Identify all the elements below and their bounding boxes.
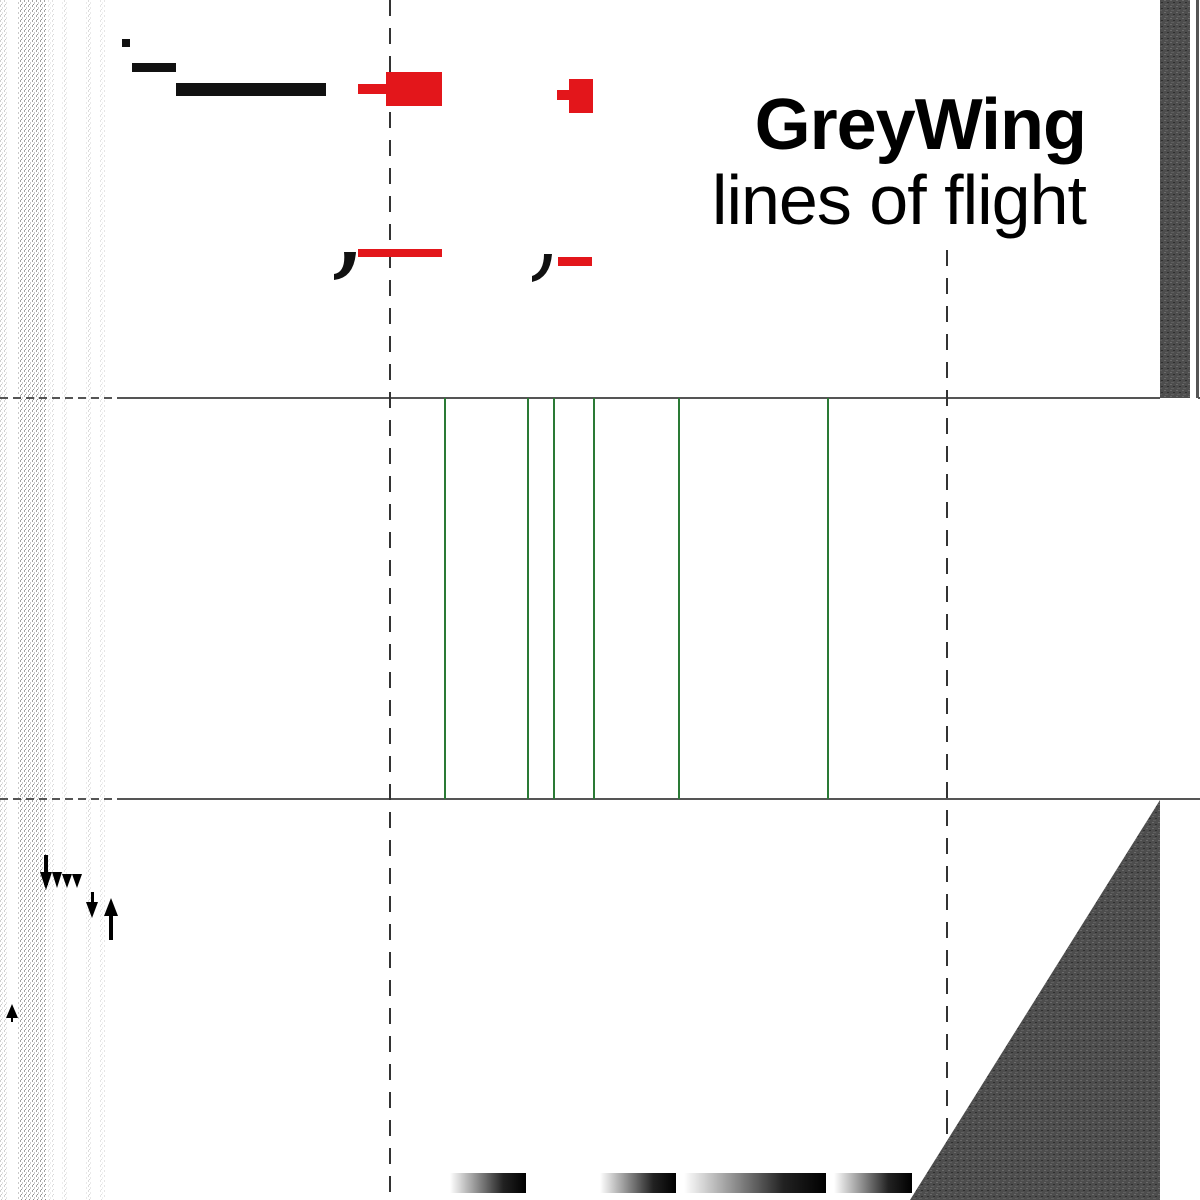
title-block: GreyWing lines of flight: [711, 85, 1087, 239]
album-title: lines of flight: [711, 161, 1087, 239]
green-verticals: [444, 398, 829, 799]
artist-name: GreyWing: [754, 85, 1087, 165]
right-grey-edge: [1160, 0, 1199, 398]
red-marks: [358, 72, 593, 266]
grey-triangle: [910, 800, 1160, 1200]
horizontal-rules: [0, 397, 1200, 800]
dashed-verticals: [389, 0, 948, 1200]
left-grain-strips: [0, 0, 105, 1200]
arrow-marks: [6, 855, 118, 1022]
black-dashes: [122, 39, 552, 282]
bottom-gradient-bars: [450, 1173, 912, 1193]
